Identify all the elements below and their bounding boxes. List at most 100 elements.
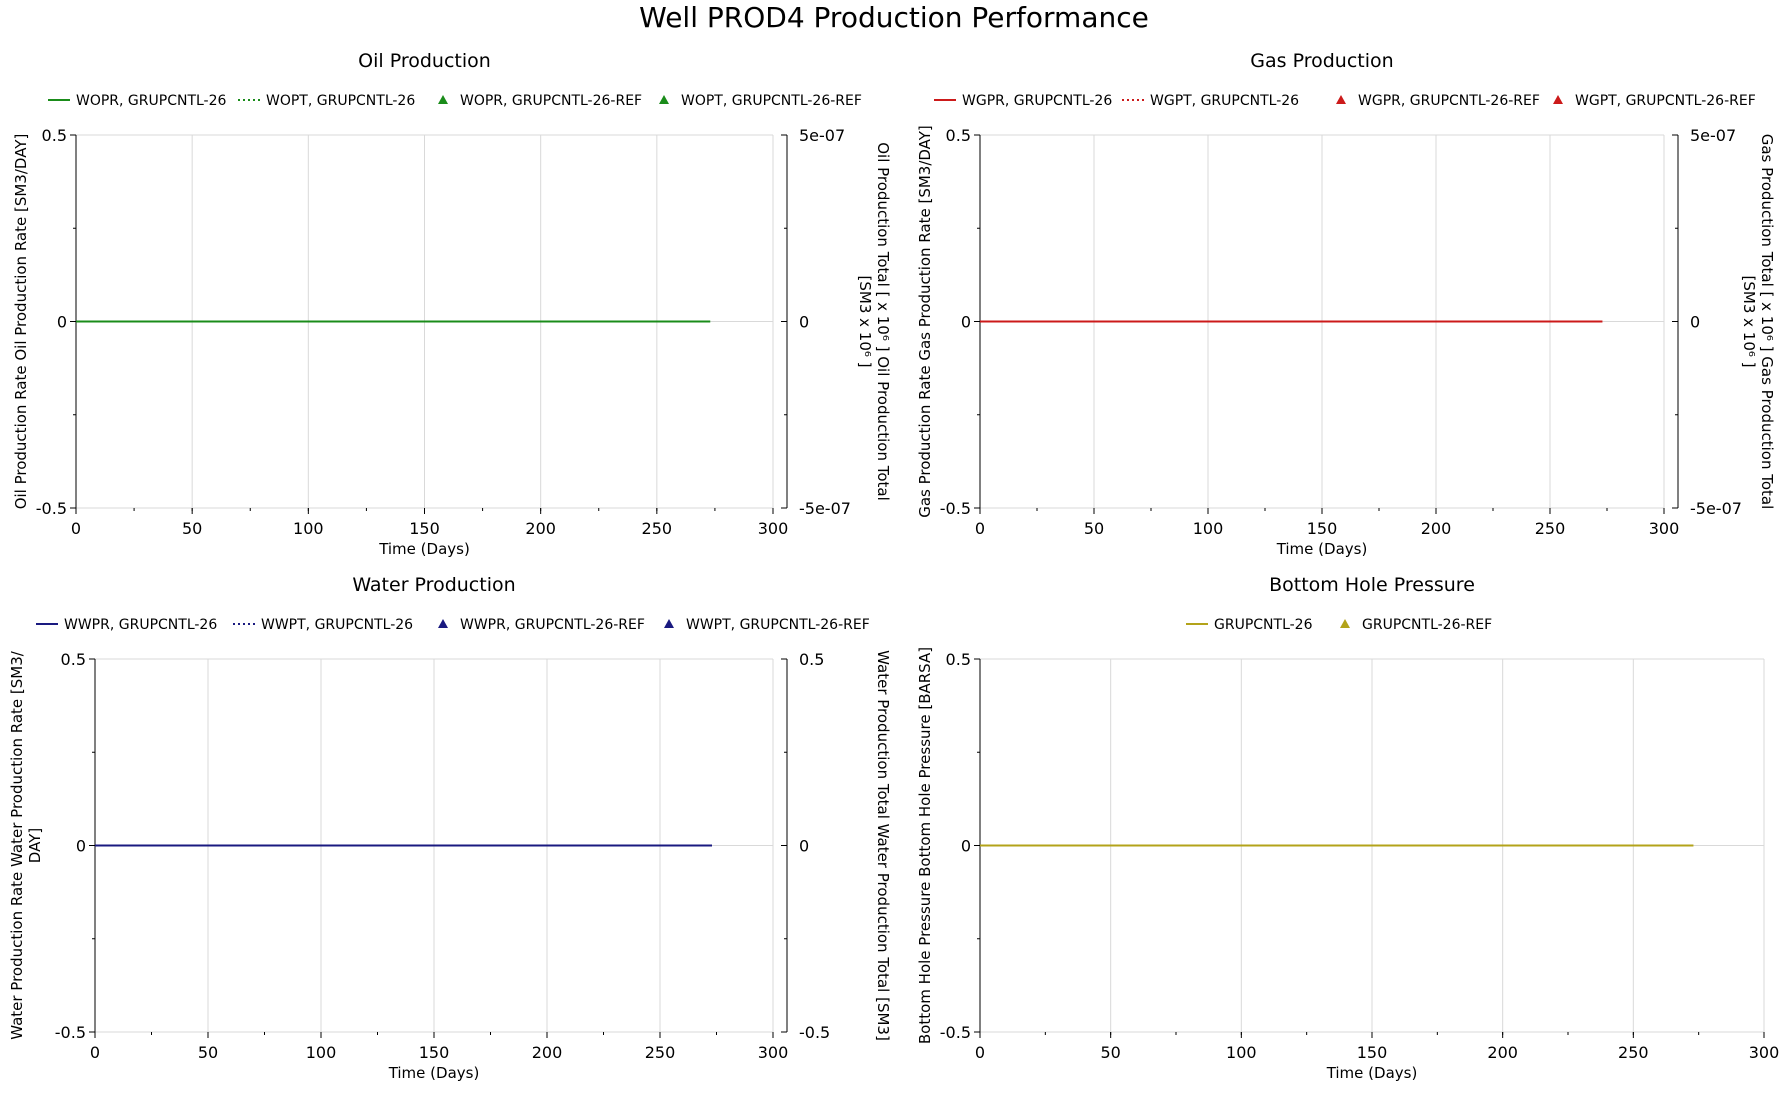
legend-label: WWPR, GRUPCNTL-26 — [64, 617, 217, 633]
x-tick-label: 150 — [419, 1043, 450, 1062]
legend-label: WGPR, GRUPCNTL-26 — [962, 93, 1112, 109]
legend-item: WOPR, GRUPCNTL-26-REF — [438, 93, 642, 109]
x-tick-label: 250 — [645, 1043, 676, 1062]
figure-title: Well PROD4 Production Performance — [639, 1, 1149, 34]
y2-tick-label: -0.5 — [799, 1023, 830, 1042]
chart-panel-1: Oil Production WOPR, GRUPCNTL-26 WOPT, GRU… — [12, 50, 892, 558]
y2-tick-label: 0 — [799, 837, 809, 856]
y-axis-label: Water Production Rate Water Production R… — [8, 650, 26, 1040]
legend-item: WOPT, GRUPCNTL-26 — [238, 93, 415, 109]
x-axis-label: Time (Days) — [1276, 540, 1368, 558]
x-tick-label: 200 — [1487, 1043, 1518, 1062]
x-tick-label: 0 — [71, 519, 81, 538]
y2-tick-label: -5e-07 — [799, 499, 851, 518]
panel-title: Oil Production — [358, 50, 491, 72]
legend-label: WOPT, GRUPCNTL-26-REF — [681, 93, 862, 109]
y-tick-label: 0 — [961, 837, 971, 856]
legend-item: GRUPCNTL-26-REF — [1340, 617, 1492, 633]
x-tick-label: 300 — [1749, 1043, 1780, 1062]
y-tick-label: 0 — [57, 313, 67, 332]
legend-item: WWPT, GRUPCNTL-26-REF — [664, 617, 870, 633]
legend-item: GRUPCNTL-26 — [1186, 617, 1313, 633]
y-axis-label: Oil Production Rate Oil Production Rate … — [12, 134, 30, 510]
legend-label: WGPT, GRUPCNTL-26-REF — [1575, 93, 1756, 109]
x-tick-label: 50 — [1100, 1043, 1120, 1062]
legend-item: WGPT, GRUPCNTL-26-REF — [1553, 93, 1756, 109]
y2-axis-label: Oil Production Total [ x 10⁶ ] Oil Produ… — [874, 142, 892, 501]
x-tick-label: 250 — [1535, 519, 1566, 538]
x-tick-label: 100 — [306, 1043, 337, 1062]
x-tick-label: 200 — [1421, 519, 1452, 538]
y2-axis-label: Gas Production Total [ x 10⁶ ] Gas Produ… — [1758, 134, 1776, 510]
legend-item: WWPR, GRUPCNTL-26-REF — [438, 617, 645, 633]
legend-label: WOPR, GRUPCNTL-26 — [76, 93, 227, 109]
legend-triangle-marker — [1553, 95, 1563, 104]
y-tick-label: -0.5 — [36, 499, 67, 518]
legend-item: WWPT, GRUPCNTL-26 — [233, 617, 413, 633]
legend-item: WGPR, GRUPCNTL-26 — [934, 93, 1112, 109]
panel-title: Water Production — [352, 574, 515, 596]
panel-title: Gas Production — [1250, 50, 1393, 72]
legend-triangle-marker — [1336, 95, 1346, 104]
y2-tick-label: 5e-07 — [799, 126, 845, 145]
x-tick-label: 150 — [1307, 519, 1338, 538]
y-tick-label: 0 — [76, 837, 86, 856]
y2-tick-label: -5e-07 — [1690, 499, 1742, 518]
y2-tick-label: 0 — [1690, 313, 1700, 332]
y2-tick-label: 0 — [799, 313, 809, 332]
legend-label: WGPT, GRUPCNTL-26 — [1150, 93, 1299, 109]
y-tick-label: -0.5 — [940, 499, 971, 518]
legend-item: WGPR, GRUPCNTL-26-REF — [1336, 93, 1540, 109]
legend-label: WOPR, GRUPCNTL-26-REF — [460, 93, 642, 109]
chart-panel-3: Water Production WWPR, GRUPCNTL-26 WWPT, G… — [8, 574, 892, 1082]
legend-label: WOPT, GRUPCNTL-26 — [266, 93, 415, 109]
x-tick-label: 250 — [642, 519, 673, 538]
x-tick-label: 0 — [975, 519, 985, 538]
x-tick-label: 250 — [1618, 1043, 1649, 1062]
legend-label: GRUPCNTL-26 — [1214, 617, 1313, 633]
x-tick-label: 150 — [1357, 1043, 1388, 1062]
x-tick-label: 50 — [182, 519, 202, 538]
legend-label: WGPR, GRUPCNTL-26-REF — [1358, 93, 1540, 109]
legend-label: WWPT, GRUPCNTL-26 — [261, 617, 413, 633]
x-axis-label: Time (Days) — [1326, 1064, 1418, 1082]
x-tick-label: 200 — [525, 519, 556, 538]
x-tick-label: 0 — [90, 1043, 100, 1062]
legend-label: GRUPCNTL-26-REF — [1362, 617, 1492, 633]
legend-triangle-marker — [438, 95, 448, 104]
x-tick-label: 100 — [1226, 1043, 1257, 1062]
legend-item: WOPT, GRUPCNTL-26-REF — [659, 93, 862, 109]
x-tick-label: 200 — [532, 1043, 563, 1062]
chart-panel-4: Bottom Hole Pressure GRUPCNTL-26 GRUPCNTL-… — [916, 574, 1779, 1082]
x-tick-label: 300 — [758, 519, 789, 538]
x-tick-label: 50 — [1084, 519, 1104, 538]
x-tick-label: 300 — [1649, 519, 1680, 538]
y-tick-label: 0.5 — [61, 650, 86, 669]
y2-axis-label: Water Production Total Water Production … — [874, 650, 892, 1041]
y2-tick-label: 0.5 — [799, 650, 824, 669]
legend-triangle-marker — [659, 95, 669, 104]
y-tick-label: 0 — [961, 313, 971, 332]
legend-triangle-marker — [1340, 619, 1350, 628]
x-tick-label: 0 — [975, 1043, 985, 1062]
x-axis-label: Time (Days) — [378, 540, 470, 558]
legend-triangle-marker — [664, 619, 674, 628]
legend-label: WWPT, GRUPCNTL-26-REF — [686, 617, 870, 633]
y-tick-label: -0.5 — [55, 1023, 86, 1042]
y-tick-label: 0.5 — [946, 650, 971, 669]
panel-title: Bottom Hole Pressure — [1269, 574, 1475, 596]
y-tick-label: 0.5 — [42, 126, 67, 145]
y2-axis-label: [SM3 x 10⁶ ] — [1740, 276, 1758, 368]
chart-panel-2: Gas Production WGPR, GRUPCNTL-26 WGPT, GRU… — [916, 50, 1776, 558]
y2-axis-label: [SM3 x 10⁶ ] — [856, 276, 874, 368]
x-axis-label: Time (Days) — [388, 1064, 480, 1082]
y-axis-label: Bottom Hole Pressure Bottom Hole Pressur… — [916, 647, 934, 1044]
y-tick-label: 0.5 — [946, 126, 971, 145]
y2-tick-label: 5e-07 — [1690, 126, 1736, 145]
y-axis-label: Gas Production Rate Gas Production Rate … — [916, 125, 934, 518]
x-tick-label: 300 — [758, 1043, 789, 1062]
x-tick-label: 50 — [198, 1043, 218, 1062]
y-tick-label: -0.5 — [940, 1023, 971, 1042]
legend-label: WWPR, GRUPCNTL-26-REF — [460, 617, 645, 633]
